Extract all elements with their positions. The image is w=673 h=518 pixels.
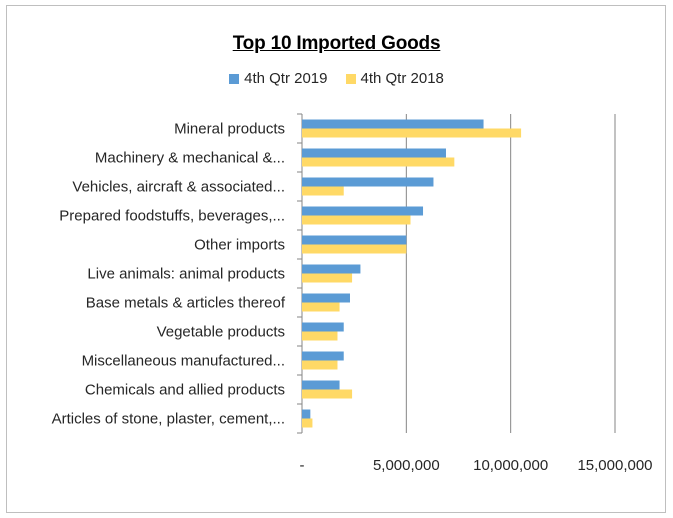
bar-2019 [302,148,446,158]
bar-2018 [302,331,338,341]
bar-2018 [302,302,340,312]
category-label: Chemicals and allied products [85,382,285,399]
bar-2018 [302,157,455,167]
x-tick-label: - [300,457,305,474]
bar-2019 [302,264,361,274]
legend: 4th Qtr 2019 4th Qtr 2018 [0,70,673,87]
category-label: Vegetable products [157,324,285,341]
legend-swatch-2019 [229,73,240,84]
legend-item-2019: 4th Qtr 2019 [229,70,328,87]
bar-2018 [302,244,407,254]
bar-2019 [302,177,434,187]
category-label: Prepared foodstuffs, beverages,... [59,208,285,225]
x-tick-label: 5,000,000 [373,457,440,474]
bar-2018 [302,215,411,225]
legend-label-2018: 4th Qtr 2018 [360,70,444,87]
legend-label-2019: 4th Qtr 2019 [244,70,328,87]
bar-2018 [302,418,313,428]
bar-2019 [302,235,407,245]
chart-frame [6,5,666,513]
category-label: Base metals & articles thereof [86,295,286,312]
bar-2019 [302,119,484,129]
bar-2019 [302,293,350,303]
category-label: Machinery & mechanical &... [95,150,285,167]
bar-2018 [302,360,338,370]
category-label: Miscellaneous manufactured... [82,353,285,370]
chart-title: Top 10 Imported Goods [232,33,441,54]
bar-2019 [302,380,340,390]
bar-2019 [302,206,424,216]
category-label: Other imports [194,237,285,254]
category-label: Vehicles, aircraft & associated... [72,179,285,196]
bar-2019 [302,409,311,419]
bar-2018 [302,128,522,138]
bar-2019 [302,351,344,361]
legend-item-2018: 4th Qtr 2018 [345,70,444,87]
bar-2019 [302,322,344,332]
category-label: Mineral products [174,121,285,138]
x-tick-label: 10,000,000 [473,457,548,474]
bar-2018 [302,273,353,283]
bar-2018 [302,186,344,196]
legend-swatch-2018 [345,73,356,84]
category-label: Live animals: animal products [87,266,285,283]
x-tick-label: 15,000,000 [577,457,652,474]
bar-2018 [302,389,353,399]
category-label: Articles of stone, plaster, cement,... [52,411,285,428]
